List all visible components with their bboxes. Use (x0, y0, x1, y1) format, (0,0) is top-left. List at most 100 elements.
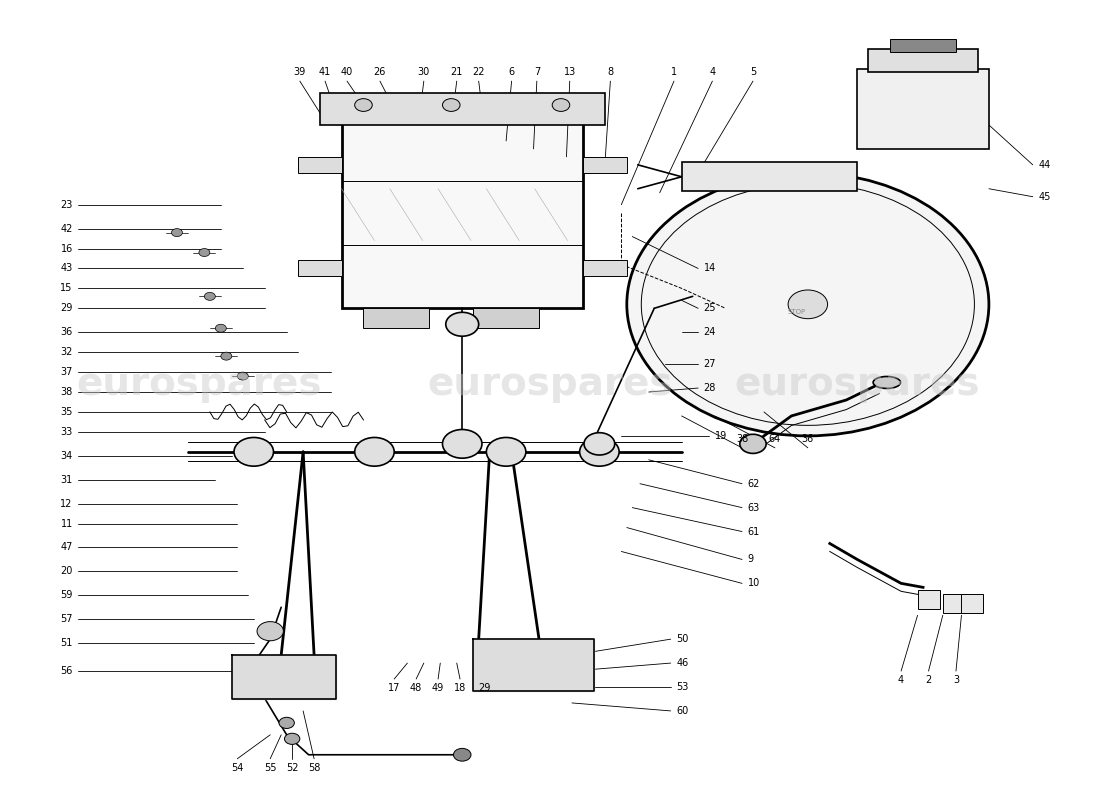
Bar (583, 261, 627, 277)
Text: 12: 12 (60, 498, 73, 509)
Text: 38: 38 (60, 387, 73, 397)
Text: 63: 63 (748, 502, 760, 513)
Bar (298, 261, 341, 277)
Circle shape (580, 438, 619, 466)
Bar (890, 39, 956, 52)
Circle shape (354, 98, 372, 111)
Circle shape (447, 433, 477, 455)
Text: 14: 14 (704, 263, 716, 274)
Text: 35: 35 (60, 407, 73, 417)
Circle shape (172, 229, 183, 237)
Text: 1: 1 (671, 67, 676, 77)
Text: 23: 23 (60, 200, 73, 210)
Text: 21: 21 (451, 67, 463, 77)
Circle shape (584, 433, 615, 455)
Text: 20: 20 (60, 566, 73, 577)
Text: 36: 36 (60, 327, 73, 338)
Text: 59: 59 (60, 590, 73, 600)
Text: 55: 55 (264, 762, 276, 773)
Bar (320, 93, 605, 125)
Text: 7: 7 (534, 67, 540, 77)
Text: 34: 34 (60, 451, 73, 461)
Bar (583, 157, 627, 173)
Text: 15: 15 (60, 283, 73, 294)
Text: 33: 33 (60, 427, 73, 437)
Text: 49: 49 (432, 683, 444, 693)
Text: 36: 36 (802, 434, 814, 444)
Text: 26: 26 (374, 67, 386, 77)
Text: 60: 60 (676, 706, 689, 716)
Text: 32: 32 (60, 347, 73, 357)
Text: 19: 19 (715, 431, 727, 441)
Circle shape (552, 98, 570, 111)
Bar (943, 594, 965, 613)
Text: 47: 47 (60, 542, 73, 553)
Text: 43: 43 (60, 263, 73, 274)
Text: 40: 40 (341, 67, 353, 77)
Text: 37: 37 (60, 367, 73, 377)
Bar (363, 308, 429, 328)
Text: 29: 29 (478, 683, 491, 693)
Circle shape (234, 438, 274, 466)
Text: 54: 54 (231, 762, 243, 773)
Circle shape (442, 98, 460, 111)
Text: 16: 16 (60, 243, 73, 254)
Polygon shape (473, 639, 594, 691)
Circle shape (221, 352, 232, 360)
Text: 57: 57 (60, 614, 73, 624)
Circle shape (740, 434, 767, 454)
Text: 5: 5 (750, 67, 756, 77)
Text: 62: 62 (748, 478, 760, 489)
Circle shape (205, 292, 216, 300)
Text: 58: 58 (308, 762, 320, 773)
Text: 17: 17 (388, 683, 400, 693)
Circle shape (199, 249, 210, 257)
Text: 44: 44 (1038, 160, 1050, 170)
Bar (961, 594, 983, 613)
Text: 56: 56 (60, 666, 73, 676)
Circle shape (446, 312, 478, 336)
Bar (917, 590, 939, 609)
Text: 28: 28 (704, 383, 716, 393)
Text: 38: 38 (736, 434, 748, 444)
Text: 29: 29 (60, 303, 73, 314)
Text: 13: 13 (563, 67, 576, 77)
Text: 46: 46 (676, 658, 689, 668)
Bar (298, 157, 341, 173)
Text: eurospares: eurospares (735, 365, 980, 403)
Bar (868, 50, 978, 71)
Text: 45: 45 (1038, 192, 1050, 202)
Text: 61: 61 (748, 526, 760, 537)
Text: 2: 2 (925, 675, 932, 685)
Circle shape (238, 372, 249, 380)
Text: eurospares: eurospares (76, 365, 321, 403)
Text: STOP: STOP (788, 310, 806, 315)
Circle shape (285, 734, 300, 744)
Circle shape (486, 438, 526, 466)
Bar (341, 117, 583, 308)
Text: 52: 52 (286, 762, 298, 773)
Text: 11: 11 (60, 518, 73, 529)
Text: 8: 8 (607, 67, 614, 77)
Text: 4: 4 (710, 67, 715, 77)
Text: 27: 27 (704, 359, 716, 369)
Circle shape (453, 748, 471, 761)
Text: eurospares: eurospares (427, 365, 673, 403)
Text: 64: 64 (769, 434, 781, 444)
Circle shape (354, 438, 394, 466)
Text: 25: 25 (704, 303, 716, 314)
Text: 30: 30 (418, 67, 430, 77)
Bar (857, 69, 989, 149)
Circle shape (788, 290, 827, 318)
Text: 41: 41 (319, 67, 331, 77)
Text: 39: 39 (294, 67, 306, 77)
Bar (473, 308, 539, 328)
Circle shape (257, 622, 284, 641)
Text: 6: 6 (508, 67, 515, 77)
Text: 4: 4 (898, 675, 904, 685)
Text: 10: 10 (748, 578, 760, 588)
Text: 22: 22 (472, 67, 485, 77)
Text: 48: 48 (410, 683, 422, 693)
Text: 24: 24 (704, 327, 716, 338)
Circle shape (279, 718, 295, 729)
